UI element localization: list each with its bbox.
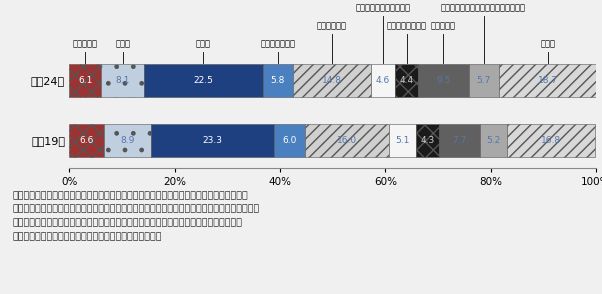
Bar — [417, 124, 439, 157]
Text: 6.1: 6.1 — [78, 76, 93, 85]
Bar — [439, 124, 480, 157]
Text: 6.0: 6.0 — [282, 136, 297, 145]
Bar — [151, 124, 273, 157]
Text: 卸売・小売業: 卸売・小売業 — [317, 22, 347, 31]
Text: 16.8: 16.8 — [541, 136, 561, 145]
Text: 医療，福祉: 医療，福祉 — [431, 22, 456, 31]
Bar — [262, 64, 293, 97]
Text: 22.5: 22.5 — [193, 76, 213, 85]
Text: 8.9: 8.9 — [120, 136, 135, 145]
Bar — [273, 124, 305, 157]
Text: 9.5: 9.5 — [436, 76, 451, 85]
Text: 4.4: 4.4 — [400, 76, 414, 85]
Text: その他: その他 — [540, 40, 555, 49]
Bar — [144, 64, 262, 97]
Text: 5.8: 5.8 — [271, 76, 285, 85]
Text: 18.7: 18.7 — [538, 76, 558, 85]
Bar — [468, 64, 498, 97]
Bar — [389, 124, 417, 157]
Text: 建設業: 建設業 — [115, 40, 130, 49]
Bar — [507, 124, 595, 157]
Bar — [371, 64, 396, 97]
Text: 6.6: 6.6 — [79, 136, 94, 145]
Bar — [480, 124, 507, 157]
Text: 製造業: 製造業 — [196, 40, 211, 49]
Text: 注）『その他』には，「漁業」，「鉱業，採石業，砂利採取業」，「電気・ガス・熱供給・
　　水道業」，「情報通信業」，「金融・保険業」，「不動産業，物品賃貸業」，「: 注）『その他』には，「漁業」，「鉱業，採石業，砂利採取業」，「電気・ガス・熱供給… — [12, 191, 259, 241]
Text: 16.0: 16.0 — [337, 136, 358, 145]
Text: 5.7: 5.7 — [476, 76, 491, 85]
Text: 宿泊業，飲食サービス業: 宿泊業，飲食サービス業 — [356, 4, 411, 13]
Bar — [293, 64, 371, 97]
Bar — [498, 64, 597, 97]
Text: 教育，学習支援業: 教育，学習支援業 — [387, 22, 427, 31]
Text: 23.3: 23.3 — [202, 136, 222, 145]
Text: 7.7: 7.7 — [452, 136, 467, 145]
Text: サービス業（他に分類されないもの）: サービス業（他に分類されないもの） — [441, 4, 526, 13]
Bar — [396, 64, 418, 97]
Text: 4.6: 4.6 — [376, 76, 390, 85]
Bar — [69, 64, 101, 97]
Text: 5.1: 5.1 — [396, 136, 410, 145]
Bar — [101, 64, 144, 97]
Text: 14.8: 14.8 — [322, 76, 342, 85]
Bar — [418, 64, 468, 97]
Text: 5.2: 5.2 — [486, 136, 500, 145]
Text: 4.3: 4.3 — [421, 136, 435, 145]
Bar — [305, 124, 389, 157]
Bar — [69, 124, 104, 157]
Text: 8.1: 8.1 — [116, 76, 130, 85]
Text: 運輸業，郵便業: 運輸業，郵便業 — [260, 40, 296, 49]
Text: 農業，林業: 農業，林業 — [73, 40, 98, 49]
Bar — [104, 124, 151, 157]
